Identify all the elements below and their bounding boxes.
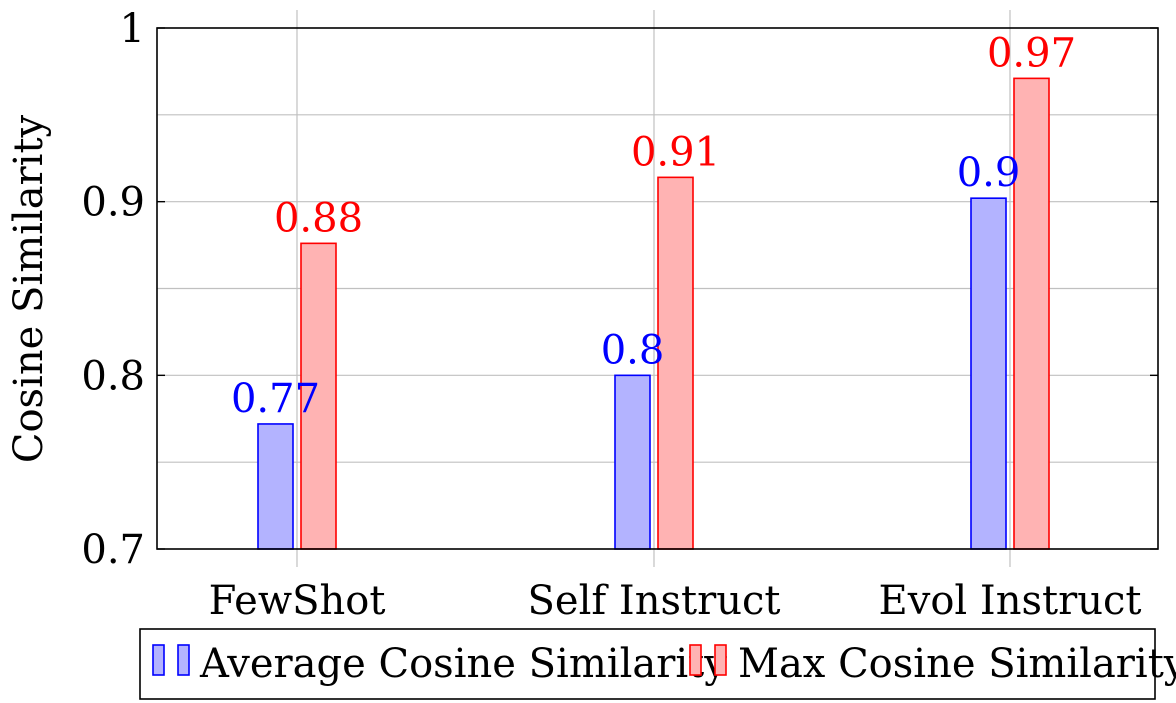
x-tick-label: Self Instruct	[528, 578, 781, 624]
x-axis-ticks: FewShot Self Instruct Evol Instruct	[209, 578, 1142, 624]
bar-average	[614, 374, 651, 550]
value-label: 0.91	[631, 129, 720, 175]
value-labels-layer: 0.77 0.8 0.9 0.88 0.91 0.97	[231, 30, 1076, 422]
bar-max	[300, 242, 337, 550]
legend-box	[139, 628, 1156, 700]
y-tick-label: 1	[120, 6, 145, 52]
legend-label: Average Cosine Similarity	[199, 641, 727, 687]
plot-frame	[156, 27, 1159, 550]
bar-max	[657, 176, 694, 550]
y-tick-label: 0.9	[81, 180, 145, 226]
y-tick-label: 0.8	[81, 353, 145, 399]
value-label: 0.97	[987, 30, 1076, 76]
bar-average	[257, 423, 294, 550]
legend-swatch	[152, 644, 165, 676]
value-label: 0.77	[231, 376, 320, 422]
value-label: 0.9	[957, 150, 1021, 196]
bars-layer	[257, 77, 1050, 550]
legend-swatch	[177, 644, 190, 676]
y-axis-label: Cosine Similarity	[6, 114, 52, 463]
bar-average	[970, 197, 1007, 550]
legend: Average Cosine Similarity Max Cosine Simi…	[139, 628, 1176, 700]
legend-label: Max Cosine Similarity	[738, 641, 1176, 687]
legend-swatch	[689, 644, 702, 676]
value-label: 0.88	[274, 195, 363, 241]
y-tick-label: 0.7	[81, 527, 145, 573]
y-axis-ticks: 0.70.80.91	[81, 6, 1158, 573]
legend-swatch	[714, 644, 727, 676]
x-tick-label: Evol Instruct	[879, 578, 1142, 624]
x-tick-label: FewShot	[209, 578, 386, 624]
value-label: 0.8	[601, 327, 665, 373]
bar-max	[1013, 77, 1050, 550]
